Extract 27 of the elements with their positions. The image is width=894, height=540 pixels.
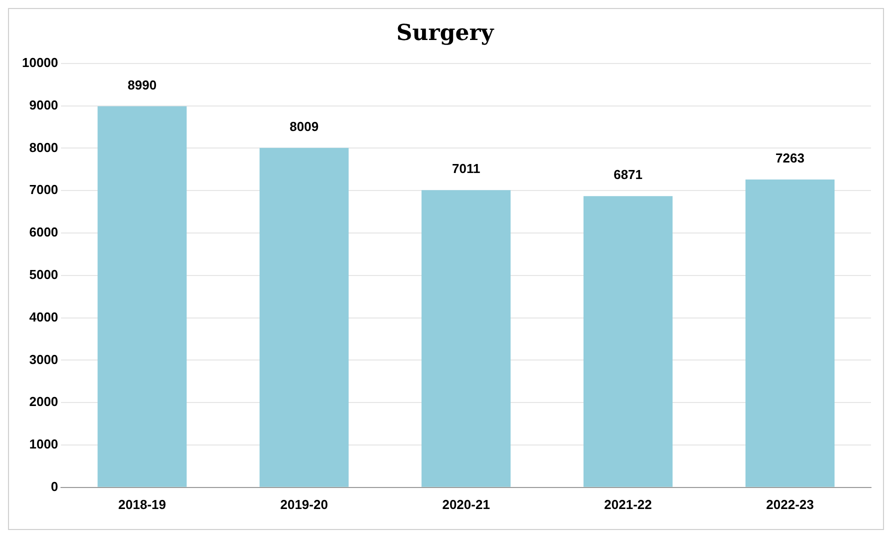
x-tick-label: 2018-19	[118, 496, 166, 512]
data-label: 6871	[614, 167, 643, 182]
y-tick-label: 10000	[22, 54, 58, 70]
data-label: 7263	[776, 150, 804, 166]
x-tick-label: 2019-20	[280, 496, 328, 512]
bar	[745, 179, 835, 487]
data-label: 8009	[290, 118, 319, 134]
bar	[584, 196, 673, 487]
bar	[98, 106, 187, 487]
y-tick-label: 3000	[29, 352, 58, 367]
x-tick-label: 2021-22	[604, 496, 652, 512]
chart-title: Surgery	[396, 20, 495, 46]
bar	[260, 148, 349, 487]
y-tick-label: 0	[50, 478, 58, 494]
y-tick-label: 7000	[29, 182, 58, 198]
x-tick-label: 2020-21	[442, 496, 490, 512]
bar	[422, 190, 511, 487]
data-label: 8990	[128, 77, 157, 92]
y-tick-label: 4000	[29, 309, 58, 324]
y-tick-label: 2000	[29, 394, 58, 410]
y-tick-label: 1000	[29, 436, 58, 452]
y-tick-label: 5000	[29, 266, 58, 282]
y-tick-label: 8000	[29, 140, 58, 155]
x-tick-label: 2022-23	[766, 496, 814, 512]
y-tick-label: 9000	[29, 97, 58, 112]
data-label: 7011	[452, 161, 480, 176]
y-tick-label: 6000	[29, 224, 58, 240]
